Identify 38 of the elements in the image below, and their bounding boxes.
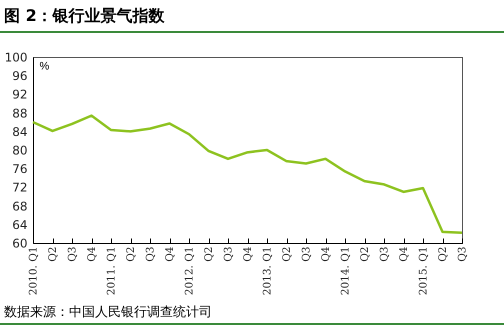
x-tick-label: Q2	[437, 246, 449, 262]
y-tick-label: 84	[12, 124, 28, 139]
x-tick-label: Q4	[164, 246, 176, 262]
x-tick-label: Q2	[281, 246, 293, 262]
x-tick-label: 2010. Q1	[28, 246, 40, 296]
y-tick-label: 80	[12, 144, 28, 158]
y-tick-label: 96	[12, 69, 28, 84]
line-series	[32, 114, 464, 234]
x-tick-label: Q3	[144, 246, 156, 262]
x-tick-label: 2015. Q1	[418, 246, 430, 296]
chart-title: 图 2：银行业景气指数	[0, 0, 504, 33]
y-tick-label: 76	[12, 162, 28, 176]
y-tick-label: 64	[12, 218, 28, 232]
x-tick-label: Q3	[300, 246, 312, 262]
x-tick-label: Q3	[378, 246, 390, 262]
x-tick-label: Q4	[86, 246, 98, 262]
y-tick-label: 72	[12, 180, 28, 195]
x-tick-label: Q4	[242, 246, 254, 262]
x-tick-label: Q2	[47, 246, 59, 262]
x-tick-label: Q4	[398, 246, 410, 262]
x-tick-label: 2013. Q1	[262, 246, 274, 296]
source-note: 数据来源：中国人民银行调查统计司	[0, 303, 504, 325]
y-tick-label: 88	[12, 106, 28, 120]
y-tick-label: 92	[12, 88, 28, 102]
y-tick-label: 100	[4, 50, 28, 64]
y-tick-label: 68	[12, 199, 28, 214]
x-tick-label: 2012. Q1	[184, 246, 196, 296]
y-axis-title: %	[40, 60, 50, 72]
x-tick-label: 2014. Q1	[340, 246, 352, 296]
x-tick-label: Q2	[203, 246, 215, 262]
x-tick-label: 2011. Q1	[106, 246, 118, 296]
y-tick-label: 60	[12, 236, 28, 250]
x-tick-label: Q2	[359, 246, 371, 262]
x-tick-label: Q3	[222, 246, 234, 262]
x-tick-label: Q4	[320, 246, 332, 262]
x-tick-label: Q3	[456, 246, 468, 262]
x-tick-label: Q2	[125, 246, 137, 262]
x-tick-label: Q3	[66, 246, 78, 262]
